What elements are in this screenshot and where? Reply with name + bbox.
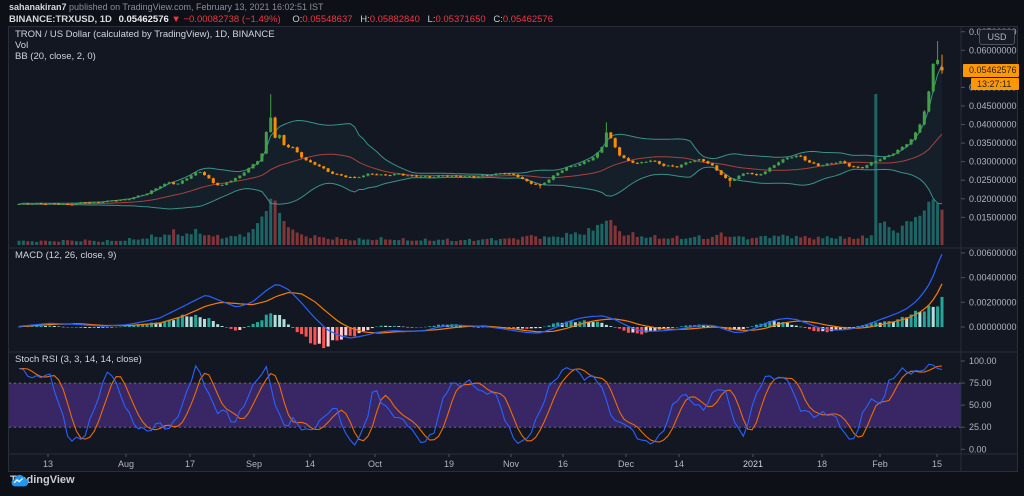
time-tick-label: Dec: [618, 459, 635, 469]
svg-text:0.00600000: 0.00600000: [969, 248, 1017, 258]
last-price-badge: 0.05462576: [963, 64, 1019, 77]
svg-text:0.00000000: 0.00000000: [969, 322, 1017, 332]
username: sahanakiran7: [9, 2, 67, 12]
macd-histogram: [17, 296, 944, 349]
bb-basis-line: [18, 133, 943, 205]
price-pane: [17, 41, 944, 245]
price-change: −0.00082738 (−1.49%): [183, 14, 281, 25]
time-tick-label: 14: [674, 459, 684, 469]
time-tick-label: Oct: [368, 459, 383, 469]
bb-lower-line: [18, 166, 943, 210]
time-tick-label: 2021: [743, 459, 763, 469]
svg-text:0.00400000: 0.00400000: [969, 273, 1017, 283]
svg-text:0.02500000: 0.02500000: [969, 175, 1017, 185]
bb-upper-line: [18, 64, 943, 205]
time-tick-label: Aug: [118, 459, 134, 469]
time-tick-label: 16: [558, 459, 568, 469]
symbol-label: BINANCE:TRXUSD, 1D: [9, 14, 112, 25]
currency-toggle-button[interactable]: USD: [979, 29, 1015, 45]
time-tick-label: 17: [185, 459, 195, 469]
open-value: 0.05548637: [302, 14, 353, 25]
candles-layer: [17, 41, 944, 206]
last-price: 0.05462576: [118, 14, 169, 25]
macd-pane: [17, 253, 944, 349]
time-tick-label: Sep: [246, 459, 262, 469]
time-tick-label: Feb: [872, 459, 888, 469]
time-tick-label: Nov: [503, 459, 520, 469]
chart-canvas[interactable]: 0.065000000.060000000.050000000.04500000…: [9, 27, 1017, 471]
time-axis-labels[interactable]: 13 Aug 17 Sep 14 Oct 19 Nov 16 Dec 14 2021 18 Feb 15: [43, 454, 942, 469]
svg-text:0.03500000: 0.03500000: [969, 138, 1017, 148]
low-label: L:: [427, 14, 436, 25]
volume-layer: [17, 94, 944, 245]
time-tick-label: 15: [932, 459, 942, 469]
price-axis-labels[interactable]: 0.065000000.060000000.050000000.04500000…: [961, 27, 1017, 454]
publish-info: sahanakiran7 published on TradingView.co…: [9, 2, 553, 13]
svg-text:25.00: 25.00: [969, 422, 992, 432]
svg-text:75.00: 75.00: [969, 378, 992, 388]
svg-text:50.00: 50.00: [969, 400, 992, 410]
low-value: 0.05371650: [435, 14, 486, 25]
time-tick-label: 19: [444, 459, 454, 469]
stoch-d-line: [19, 365, 943, 443]
high-label: H:: [360, 14, 370, 25]
macd-line: [18, 253, 943, 339]
time-tick-label: 18: [817, 459, 827, 469]
stoch-pane: [9, 363, 961, 446]
svg-text:0.00: 0.00: [969, 444, 987, 454]
time-tick-label: 13: [43, 459, 53, 469]
chart-frame: 0.065000000.060000000.050000000.04500000…: [8, 26, 1019, 472]
bar-countdown-badge: 13:27:11: [971, 78, 1019, 90]
stoch-k-line: [18, 363, 943, 446]
time-tick-label: 14: [305, 459, 315, 469]
svg-text:0.03000000: 0.03000000: [969, 157, 1017, 167]
close-value: 0.05462576: [502, 14, 554, 25]
close-label: C:: [493, 14, 503, 25]
high-value: 0.05882840: [369, 14, 420, 25]
tradingview-brand[interactable]: TradingView: [10, 474, 75, 487]
svg-text:100.00: 100.00: [969, 356, 997, 366]
open-label: O:: [292, 14, 303, 25]
stoch-band: [9, 383, 961, 428]
svg-text:0.00200000: 0.00200000: [969, 297, 1017, 307]
svg-text:0.06000000: 0.06000000: [969, 45, 1017, 55]
down-triangle-icon: ▼: [171, 14, 181, 25]
svg-text:0.04000000: 0.04000000: [969, 120, 1017, 130]
bb-fill: [19, 64, 942, 209]
snapshot-header: sahanakiran7 published on TradingView.co…: [9, 2, 553, 25]
publish-text: published on TradingView.com, February 1…: [66, 2, 324, 12]
svg-text:0.02000000: 0.02000000: [969, 194, 1017, 204]
tradingview-cloud-icon: [11, 474, 29, 487]
symbol-ohlc-row: BINANCE:TRXUSD, 1D 0.05462576 ▼ −0.00082…: [9, 14, 553, 25]
svg-text:0.01500000: 0.01500000: [969, 212, 1017, 222]
svg-text:0.04500000: 0.04500000: [969, 101, 1017, 111]
